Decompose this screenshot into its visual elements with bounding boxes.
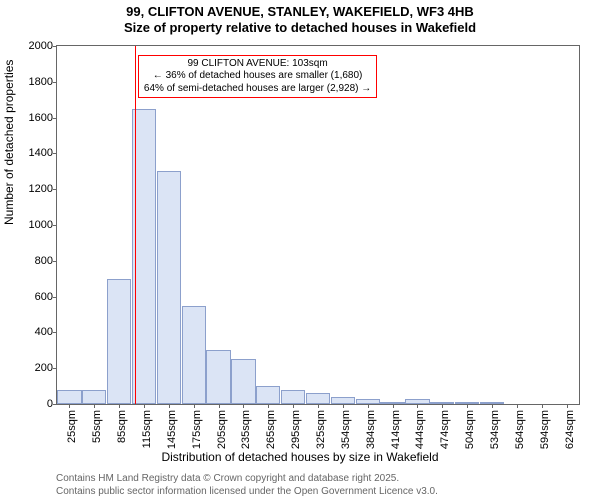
x-tick-label: 115sqm — [141, 410, 153, 448]
x-tick-label: 235sqm — [240, 410, 252, 449]
histogram-bar — [206, 350, 230, 404]
x-tick-label: 594sqm — [539, 410, 551, 449]
histogram-bar — [182, 306, 206, 404]
footnote-1: Contains HM Land Registry data © Crown c… — [56, 473, 399, 484]
x-tick-mark — [567, 404, 568, 408]
x-tick-label: 384sqm — [365, 410, 377, 449]
histogram-bar — [306, 393, 330, 404]
histogram-bar — [107, 279, 131, 404]
x-tick-mark — [94, 404, 95, 408]
y-tick-mark — [53, 332, 57, 333]
y-tick-mark — [53, 46, 57, 47]
x-tick-label: 474sqm — [439, 410, 451, 449]
x-tick-mark — [268, 404, 269, 408]
x-tick-label: 624sqm — [564, 410, 576, 449]
chart-container: 99, CLIFTON AVENUE, STANLEY, WAKEFIELD, … — [0, 0, 600, 500]
x-tick-label: 504sqm — [464, 410, 476, 449]
y-axis-label: Number of detached properties — [2, 60, 16, 225]
x-tick-mark — [542, 404, 543, 408]
x-tick-label: 414sqm — [390, 410, 402, 449]
x-tick-mark — [393, 404, 394, 408]
histogram-bar — [231, 359, 255, 404]
x-tick-mark — [169, 404, 170, 408]
x-tick-label: 205sqm — [216, 410, 228, 449]
y-tick-mark — [53, 153, 57, 154]
x-tick-mark — [243, 404, 244, 408]
annotation-line: 64% of semi-detached houses are larger (… — [144, 83, 371, 96]
x-tick-label: 55sqm — [91, 410, 103, 443]
x-tick-label: 265sqm — [265, 410, 277, 449]
x-tick-mark — [492, 404, 493, 408]
y-tick-mark — [53, 189, 57, 190]
x-tick-label: 295sqm — [290, 410, 302, 449]
histogram-bar — [57, 390, 81, 404]
histogram-bar — [82, 390, 106, 404]
annotation-line: ← 36% of detached houses are smaller (1,… — [144, 70, 371, 83]
histogram-bar — [281, 390, 305, 404]
y-tick-mark — [53, 404, 57, 405]
x-tick-label: 25sqm — [66, 410, 78, 443]
x-tick-mark — [368, 404, 369, 408]
x-tick-mark — [442, 404, 443, 408]
annotation-box: 99 CLIFTON AVENUE: 103sqm← 36% of detach… — [138, 55, 377, 99]
x-tick-label: 175sqm — [191, 410, 203, 449]
chart-title-main: 99, CLIFTON AVENUE, STANLEY, WAKEFIELD, … — [0, 4, 600, 19]
x-tick-mark — [318, 404, 319, 408]
footnote-2: Contains public sector information licen… — [56, 486, 438, 497]
y-tick-mark — [53, 82, 57, 83]
x-tick-label: 325sqm — [315, 410, 327, 449]
x-tick-mark — [517, 404, 518, 408]
x-axis-label: Distribution of detached houses by size … — [0, 450, 600, 464]
x-tick-mark — [69, 404, 70, 408]
y-tick-mark — [53, 118, 57, 119]
x-tick-label: 564sqm — [514, 410, 526, 449]
x-tick-mark — [119, 404, 120, 408]
histogram-bar — [256, 386, 280, 404]
x-tick-label: 145sqm — [166, 410, 178, 449]
y-tick-mark — [53, 368, 57, 369]
histogram-bar — [331, 397, 355, 404]
x-tick-label: 444sqm — [414, 410, 426, 449]
y-tick-mark — [53, 297, 57, 298]
x-tick-mark — [293, 404, 294, 408]
histogram-bar — [157, 171, 181, 404]
x-tick-mark — [467, 404, 468, 408]
x-tick-label: 354sqm — [340, 410, 352, 449]
plot-area: 020040060080010001200140016001800200025s… — [56, 45, 580, 405]
x-tick-mark — [417, 404, 418, 408]
x-tick-mark — [144, 404, 145, 408]
y-tick-mark — [53, 261, 57, 262]
annotation-line: 99 CLIFTON AVENUE: 103sqm — [144, 58, 371, 71]
y-tick-mark — [53, 225, 57, 226]
x-tick-mark — [194, 404, 195, 408]
x-tick-mark — [343, 404, 344, 408]
chart-title-sub: Size of property relative to detached ho… — [0, 20, 600, 35]
x-tick-mark — [219, 404, 220, 408]
x-tick-label: 534sqm — [489, 410, 501, 449]
x-tick-label: 85sqm — [116, 410, 128, 443]
marker-line — [135, 46, 136, 404]
